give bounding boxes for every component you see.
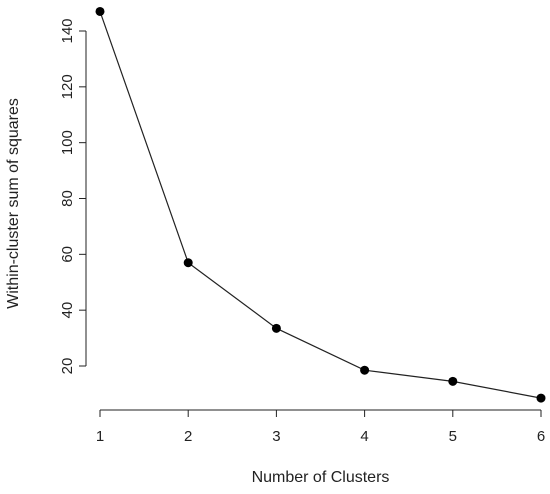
data-point — [183, 258, 193, 268]
series-group — [95, 6, 546, 403]
y-tick-label: 40 — [59, 302, 76, 319]
y-axis-title: Within-cluster sum of squares — [5, 98, 22, 309]
data-point — [95, 6, 105, 16]
axes: 1 2 3 4 5 6 20 40 60 80 100 120 140 — [59, 18, 545, 445]
x-tick-label: 6 — [537, 428, 545, 445]
data-point — [536, 393, 546, 403]
y-tick-label: 120 — [59, 74, 76, 99]
y-tick-label: 100 — [59, 130, 76, 155]
x-tick-label: 2 — [184, 428, 192, 445]
y-tick-label: 60 — [59, 246, 76, 263]
x-tick-label: 5 — [449, 428, 457, 445]
y-tick-label: 20 — [59, 358, 76, 375]
x-tick-label: 4 — [360, 428, 368, 445]
x-tick-label: 1 — [96, 428, 104, 445]
x-tick-label: 3 — [272, 428, 280, 445]
y-tick-label: 80 — [59, 190, 76, 207]
data-point — [448, 376, 458, 386]
data-point — [271, 323, 281, 333]
series-line — [99, 11, 542, 399]
x-axis-title: Number of Clusters — [252, 469, 390, 486]
y-tick-label: 140 — [59, 18, 76, 43]
data-point — [360, 365, 370, 375]
